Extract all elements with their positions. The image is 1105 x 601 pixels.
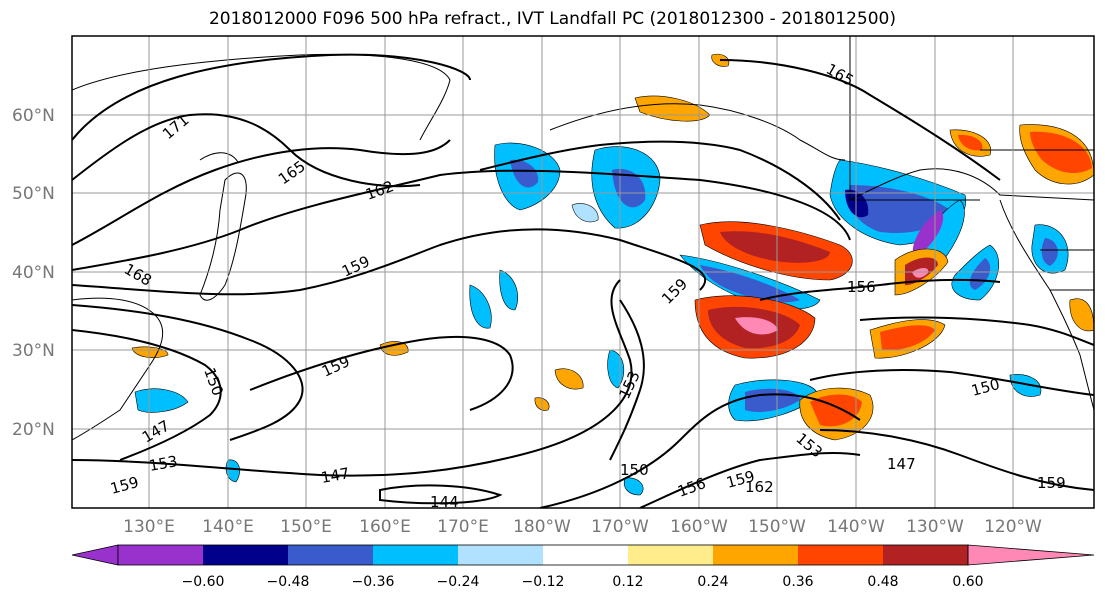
anomaly-blob	[510, 159, 539, 188]
lon-label: 170°E	[437, 517, 489, 537]
lat-label: 60°N	[12, 106, 55, 126]
anomaly-blob	[1030, 131, 1092, 174]
anomaly-blob	[571, 203, 599, 223]
anomaly-blob	[379, 341, 409, 356]
colorbar-segment	[543, 545, 628, 565]
lat-label: 30°N	[12, 341, 55, 361]
contour-line	[719, 59, 1001, 181]
colorbar-tick-label: −0.48	[267, 574, 310, 590]
contour-label: 159	[1037, 474, 1066, 492]
colorbar-segment	[713, 545, 798, 565]
contour-line	[639, 451, 861, 508]
contour-label: 150	[620, 461, 649, 479]
contour-line	[72, 169, 851, 271]
anomaly-blob	[469, 284, 492, 329]
contour-line	[609, 299, 645, 461]
colorbar-outline	[117, 544, 969, 566]
lon-label: 140°E	[202, 517, 254, 537]
lon-label: 150°E	[280, 517, 332, 537]
anomaly-blob	[720, 231, 830, 263]
colorbar-tick-label: 0.48	[867, 574, 898, 590]
anomaly-blob	[969, 258, 991, 290]
colorbar-segment	[288, 545, 373, 565]
colorbar-left-extension	[71, 544, 119, 566]
lat-label: 50°N	[12, 184, 55, 204]
colorbar-segment	[118, 545, 203, 565]
height-contours	[72, 53, 1094, 508]
contour-line	[72, 139, 451, 246]
contour-labels: 171 165 162 168 159 159 150 147 153 159 …	[108, 60, 1065, 511]
colorbar-segment	[203, 545, 288, 565]
colorbar-tick-label: −0.60	[182, 574, 225, 590]
lat-label: 40°N	[12, 263, 55, 283]
contour-line	[379, 484, 503, 505]
anomaly-blob	[958, 134, 983, 151]
contour-line	[72, 279, 633, 477]
map-title: 2018012000 F096 500 hPa refract., IVT La…	[208, 9, 896, 29]
anomaly-blob	[554, 368, 584, 390]
contour-label: 147	[320, 464, 351, 487]
colorbar-segment	[373, 545, 458, 565]
colorbar-right-extension	[967, 544, 1095, 566]
colorbar-segment	[458, 545, 543, 565]
colorbar-tick-label: 0.60	[952, 574, 983, 590]
anomaly-blob	[1041, 238, 1058, 266]
lon-label: 120°W	[984, 517, 1042, 537]
contour-line	[72, 53, 471, 141]
contour-line	[819, 429, 1094, 491]
contour-line	[809, 369, 1094, 396]
colorbar-tick-label: −0.36	[352, 574, 395, 590]
map-frame	[71, 35, 1095, 509]
anomaly-blob	[735, 317, 778, 335]
contour-line	[72, 228, 707, 296]
anomaly-blob	[912, 210, 944, 258]
colorbar-segment	[798, 545, 883, 565]
contour-line	[72, 329, 222, 461]
contour-line	[759, 278, 1001, 301]
contour-label: 153	[148, 452, 179, 475]
anomaly-blob	[1009, 374, 1042, 397]
contour-line	[72, 113, 421, 188]
colorbar-segment	[628, 545, 713, 565]
anomaly-blob	[912, 267, 929, 278]
contour-line	[859, 316, 1094, 346]
colorbar-tick-label: 0.36	[782, 574, 813, 590]
anomaly-blob	[880, 325, 935, 351]
contour-label: 162	[745, 478, 774, 496]
lon-label: 180°W	[513, 517, 571, 537]
contour-line	[249, 335, 514, 411]
anomaly-blob	[700, 265, 800, 303]
colorbar	[71, 544, 1095, 566]
contour-line	[72, 304, 304, 441]
colorbar-tick-label: −0.12	[522, 574, 565, 590]
anomaly-blob	[134, 388, 189, 413]
anomaly-blob	[845, 189, 869, 218]
anomaly-blob	[1069, 298, 1094, 332]
colorbar-tick-label: −0.24	[437, 574, 480, 590]
colorbar-segment	[883, 545, 968, 565]
colorbar-tick-label: 0.24	[697, 574, 728, 590]
longitude-labels: 130°E 140°E 150°E 160°E 170°E 180°W 170°…	[123, 517, 1042, 537]
lon-label: 130°E	[123, 517, 175, 537]
colorbar-tick-label: 0.12	[612, 574, 643, 590]
lat-label: 20°N	[12, 420, 55, 440]
lon-label: 160°E	[359, 517, 411, 537]
lon-label: 140°W	[827, 517, 885, 537]
gridlines	[72, 36, 1094, 508]
latitude-labels: 60°N 50°N 40°N 30°N 20°N	[12, 106, 55, 440]
contour-line	[539, 393, 861, 508]
lon-label: 170°W	[591, 517, 649, 537]
lon-label: 160°W	[670, 517, 728, 537]
colorbar-ticks: −0.60 −0.48 −0.36 −0.24 −0.12 0.12 0.24 …	[182, 574, 984, 590]
anomaly-blob	[623, 477, 644, 496]
contour-line	[479, 140, 841, 221]
anomaly-blob	[849, 185, 950, 234]
contour-label: 147	[887, 455, 916, 473]
contour-label: 144	[430, 493, 459, 511]
lon-label: 150°W	[748, 517, 806, 537]
lon-label: 130°W	[906, 517, 964, 537]
anomaly-blob	[499, 269, 519, 311]
contour-label: 156	[847, 278, 876, 296]
